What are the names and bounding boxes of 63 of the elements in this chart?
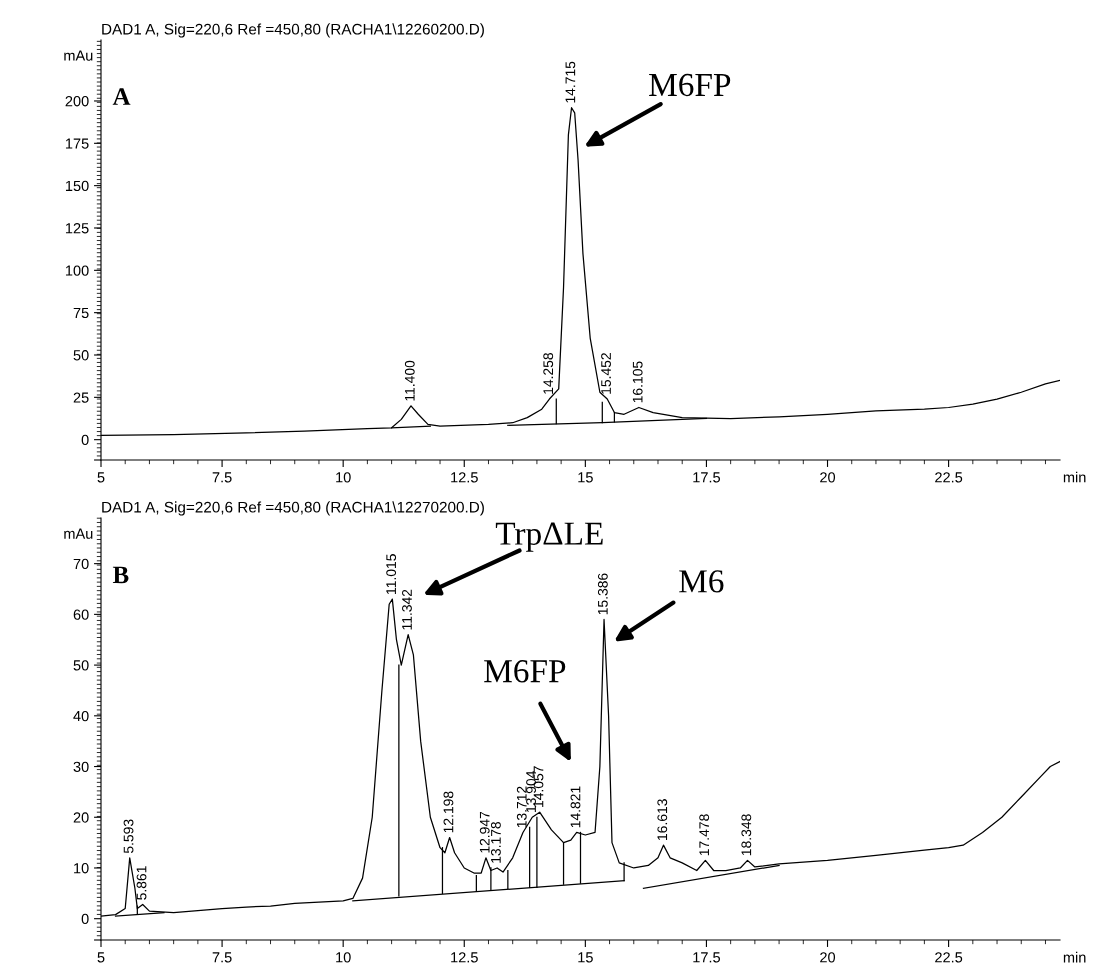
annotation: M6FP (484, 660, 566, 683)
annotation: 11.400 (404, 360, 415, 401)
x-tick-label: 10 (336, 472, 351, 483)
x-tick-label: 5 (97, 472, 105, 483)
annotation: B (112, 566, 129, 584)
y-tick-label: 25 (73, 392, 89, 403)
annotation: 5.861 (136, 866, 147, 900)
annotation: TrpΔLE (495, 522, 603, 552)
y-tick-label: 200 (65, 96, 89, 107)
annotation: M6FP (649, 73, 731, 97)
annotation: 14.821 (570, 786, 581, 828)
y-tick-label: 50 (73, 660, 89, 671)
annotation: 12.198 (443, 791, 454, 833)
annotation: 13.712 (516, 786, 527, 828)
y-tick-label: 150 (65, 180, 89, 192)
x-tick-label: 20 (820, 952, 836, 963)
x-tick-label: 10 (336, 952, 351, 963)
x-tick-label: 17.5 (693, 472, 721, 483)
annotation: 5.593 (123, 819, 134, 854)
annotation: 17.478 (699, 814, 710, 856)
x-tick-label: 12.5 (451, 472, 478, 483)
x-tick-label: 7.5 (212, 472, 232, 483)
x-axis-title: min (1063, 471, 1086, 483)
chart-title: DAD1 A, Sig=220,6 Ref =450,80 (RACHA1\12270200.D) (102, 501, 484, 516)
y-axis-title: mAu (64, 528, 93, 539)
x-tick-label: 7.5 (212, 952, 232, 963)
y-axis-title: mAu (64, 50, 93, 61)
y-tick-label: 0 (81, 913, 89, 925)
annotation: 13.178 (490, 821, 501, 863)
x-axis-title: min (1063, 951, 1086, 963)
y-tick-label: 50 (73, 350, 89, 361)
annotation: 11.342 (402, 589, 412, 630)
y-tick-label: 60 (73, 609, 89, 620)
x-tick-label: 12.5 (451, 952, 478, 963)
y-tick-label: 20 (73, 812, 89, 823)
annotation: 12.947 (479, 811, 490, 853)
annotation: 15.452 (601, 353, 611, 394)
chart-title: DAD1 A, Sig=220,6 Ref =450,80 (RACHA1\12260200.D) (102, 23, 484, 38)
x-tick-label: 5 (97, 952, 105, 963)
y-tick-label: 30 (73, 761, 89, 772)
y-tick-label: 125 (65, 223, 89, 234)
y-tick-label: 75 (73, 307, 89, 319)
annotation: 16.105 (632, 361, 643, 403)
x-tick-label: 22.5 (935, 952, 963, 963)
annotation: 18.348 (741, 814, 752, 856)
x-tick-label: 15 (578, 472, 593, 483)
y-tick-label: 0 (81, 434, 89, 446)
annotation: M6 (679, 570, 724, 593)
y-tick-label: 175 (65, 138, 89, 149)
annotation: 11.015 (386, 554, 397, 594)
x-tick-label: 20 (820, 472, 836, 483)
y-tick-label: 70 (73, 558, 89, 570)
annotation: A (112, 88, 131, 105)
y-tick-label: 100 (65, 265, 89, 276)
annotation: 14.258 (543, 352, 554, 394)
x-tick-label: 17.5 (693, 952, 721, 963)
x-tick-label: 15 (578, 952, 593, 963)
y-tick-label: 40 (73, 710, 89, 722)
annotation: 14.715 (565, 61, 576, 103)
y-tick-label: 10 (74, 863, 89, 874)
x-tick-label: 22.5 (935, 472, 963, 483)
annotation: 15.386 (597, 573, 608, 615)
annotation: 16.613 (657, 799, 668, 840)
